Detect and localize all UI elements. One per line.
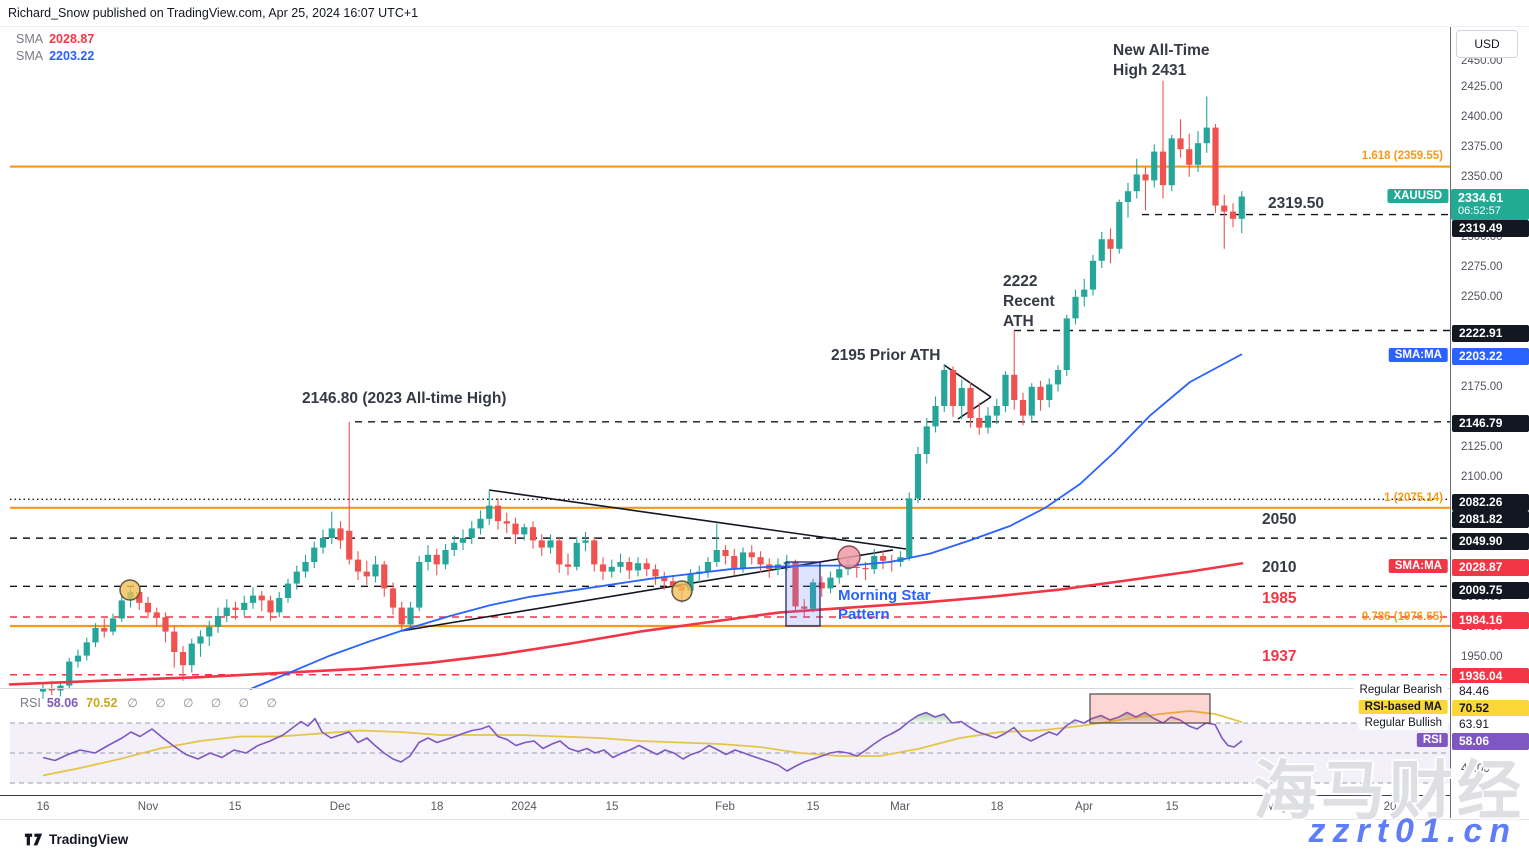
rsi-ma-value: 70.52	[86, 696, 118, 710]
sma-blue-row: SMA 2203.22	[16, 49, 95, 63]
time-tick: 20	[1383, 801, 1397, 813]
annotation-1937: 1937	[1262, 648, 1297, 665]
publish-info: Richard_Snow published on TradingView.co…	[8, 6, 419, 20]
series-side-chip: Regular Bearish	[1353, 683, 1448, 697]
price-label-chip: 1936.04	[1452, 667, 1529, 685]
price-tick: 2100.00	[1461, 471, 1503, 483]
price-label-chip: 2049.90	[1452, 532, 1529, 550]
time-tick: May	[1266, 801, 1288, 813]
time-tick: 18	[990, 801, 1004, 813]
watermark-cn: 海马财经	[1253, 755, 1525, 827]
price-tick: 2375.00	[1461, 141, 1503, 153]
time-axis[interactable]: 16 Nov 15 Dec 18 2024 15 Feb 15 Mar 18 Apr 15 May 20	[0, 795, 1529, 820]
annotation-1985: 1985	[1262, 590, 1297, 607]
current-price: 2334.61	[1458, 191, 1504, 205]
fib-1-label: 1 (2075.14)	[1384, 492, 1443, 504]
price-label-chip: 70.52	[1452, 699, 1529, 717]
price-tick: 1950.00	[1461, 651, 1503, 663]
fib-1618-label: 1.618 (2359.55)	[1361, 150, 1443, 162]
price-tick: 2250.00	[1461, 291, 1503, 303]
pane-divider[interactable]	[0, 688, 1450, 689]
rsi-legend[interactable]: RSI 58.06 70.52 ∅ ∅ ∅ ∅ ∅ ∅	[20, 696, 284, 710]
annotation-2319: 2319.50	[1268, 195, 1325, 212]
price-tick: 40.00	[1461, 763, 1490, 775]
price-tick: 2425.00	[1461, 81, 1503, 93]
indicator-legend[interactable]: SMA 2028.87 SMA 2203.22	[16, 32, 94, 66]
series-side-chip: RSI-based MA	[1358, 700, 1448, 714]
price-label-chip: 2203.22	[1452, 347, 1529, 365]
time-tick: 15	[806, 801, 820, 813]
time-tick: 18	[430, 801, 444, 813]
price-label-chip: 2082.26	[1452, 493, 1529, 511]
fib-0786-label: 0.786 (1976.65)	[1361, 611, 1443, 623]
sma-blue-value: 2203.22	[49, 49, 95, 63]
annotation-new-ath: New All-Time High 2431	[1113, 42, 1210, 79]
bar-countdown: 06:52:57	[1458, 205, 1501, 218]
series-side-chip: XAUUSD	[1387, 189, 1448, 203]
time-tick: 15	[1165, 801, 1179, 813]
time-tick: 2024	[511, 801, 537, 813]
annotation-2010: 2010	[1262, 559, 1297, 576]
rsi-value: 58.06	[46, 696, 79, 710]
time-tick: Nov	[137, 801, 159, 813]
watermark-site: zzrt01.cn	[1308, 812, 1517, 850]
sma-red-row: SMA 2028.87	[16, 32, 95, 46]
price-tick: 2400.00	[1461, 111, 1503, 123]
price-label-chip: 2028.87	[1452, 558, 1529, 576]
annotation-prior-ath: 2195 Prior ATH	[831, 347, 941, 364]
series-side-chip: RSI	[1416, 733, 1448, 747]
time-tick: Apr	[1075, 801, 1093, 813]
rsi-disabled-inputs: ∅ ∅ ∅ ∅ ∅ ∅	[127, 696, 284, 710]
price-label-chip: 2081.82	[1452, 510, 1529, 528]
price-label-chip: 84.46	[1452, 682, 1529, 700]
time-tick: Feb	[715, 801, 735, 813]
price-label-chip: 2009.75	[1452, 581, 1529, 599]
price-label-chip: 63.91	[1452, 715, 1529, 733]
time-tick: Dec	[329, 801, 351, 813]
price-label-chip: 1984.16	[1452, 611, 1529, 629]
time-tick: 15	[228, 801, 242, 813]
price-label-chip: 58.06	[1452, 732, 1529, 750]
time-tick: Mar	[890, 801, 910, 813]
time-tick: 15	[605, 801, 619, 813]
series-side-chip: SMA:MA	[1388, 348, 1448, 362]
price-tick: 2275.00	[1461, 261, 1503, 273]
current-price-chip: 2334.61 06:52:57	[1451, 189, 1529, 221]
price-label-chip: 2222.91	[1452, 324, 1529, 342]
annotation-morning-star: Morning Star Pattern	[838, 587, 931, 624]
annotation-2023-ath: 2146.80 (2023 All-time High)	[302, 390, 507, 407]
sma-red-value: 2028.87	[49, 32, 95, 46]
tradingview-branding[interactable]: TradingView	[24, 831, 128, 848]
time-tick: 16	[36, 801, 50, 813]
annotation-recent-ath: 2222 Recent ATH	[1003, 273, 1055, 330]
annotation-2050: 2050	[1262, 511, 1297, 528]
price-tick: 2350.00	[1461, 171, 1503, 183]
price-tick: 2175.00	[1461, 381, 1503, 393]
publish-header: Richard_Snow published on TradingView.co…	[0, 0, 1529, 27]
price-label-chip: 2146.79	[1452, 414, 1529, 432]
price-tick: 2450.00	[1461, 55, 1503, 67]
series-side-chip: Regular Bullish	[1358, 716, 1448, 730]
price-tick: 2125.00	[1461, 441, 1503, 453]
tradingview-logo-icon	[24, 833, 43, 846]
series-side-chip: SMA:MA	[1388, 559, 1448, 573]
price-axis[interactable]: 2450.00 2425.00 2400.00 2375.00 2350.00 2300.…	[1450, 26, 1529, 818]
currency-button[interactable]: USD	[1456, 30, 1518, 58]
brand-name: TradingView	[49, 832, 129, 847]
price-label-chip: 2319.49	[1452, 219, 1529, 237]
